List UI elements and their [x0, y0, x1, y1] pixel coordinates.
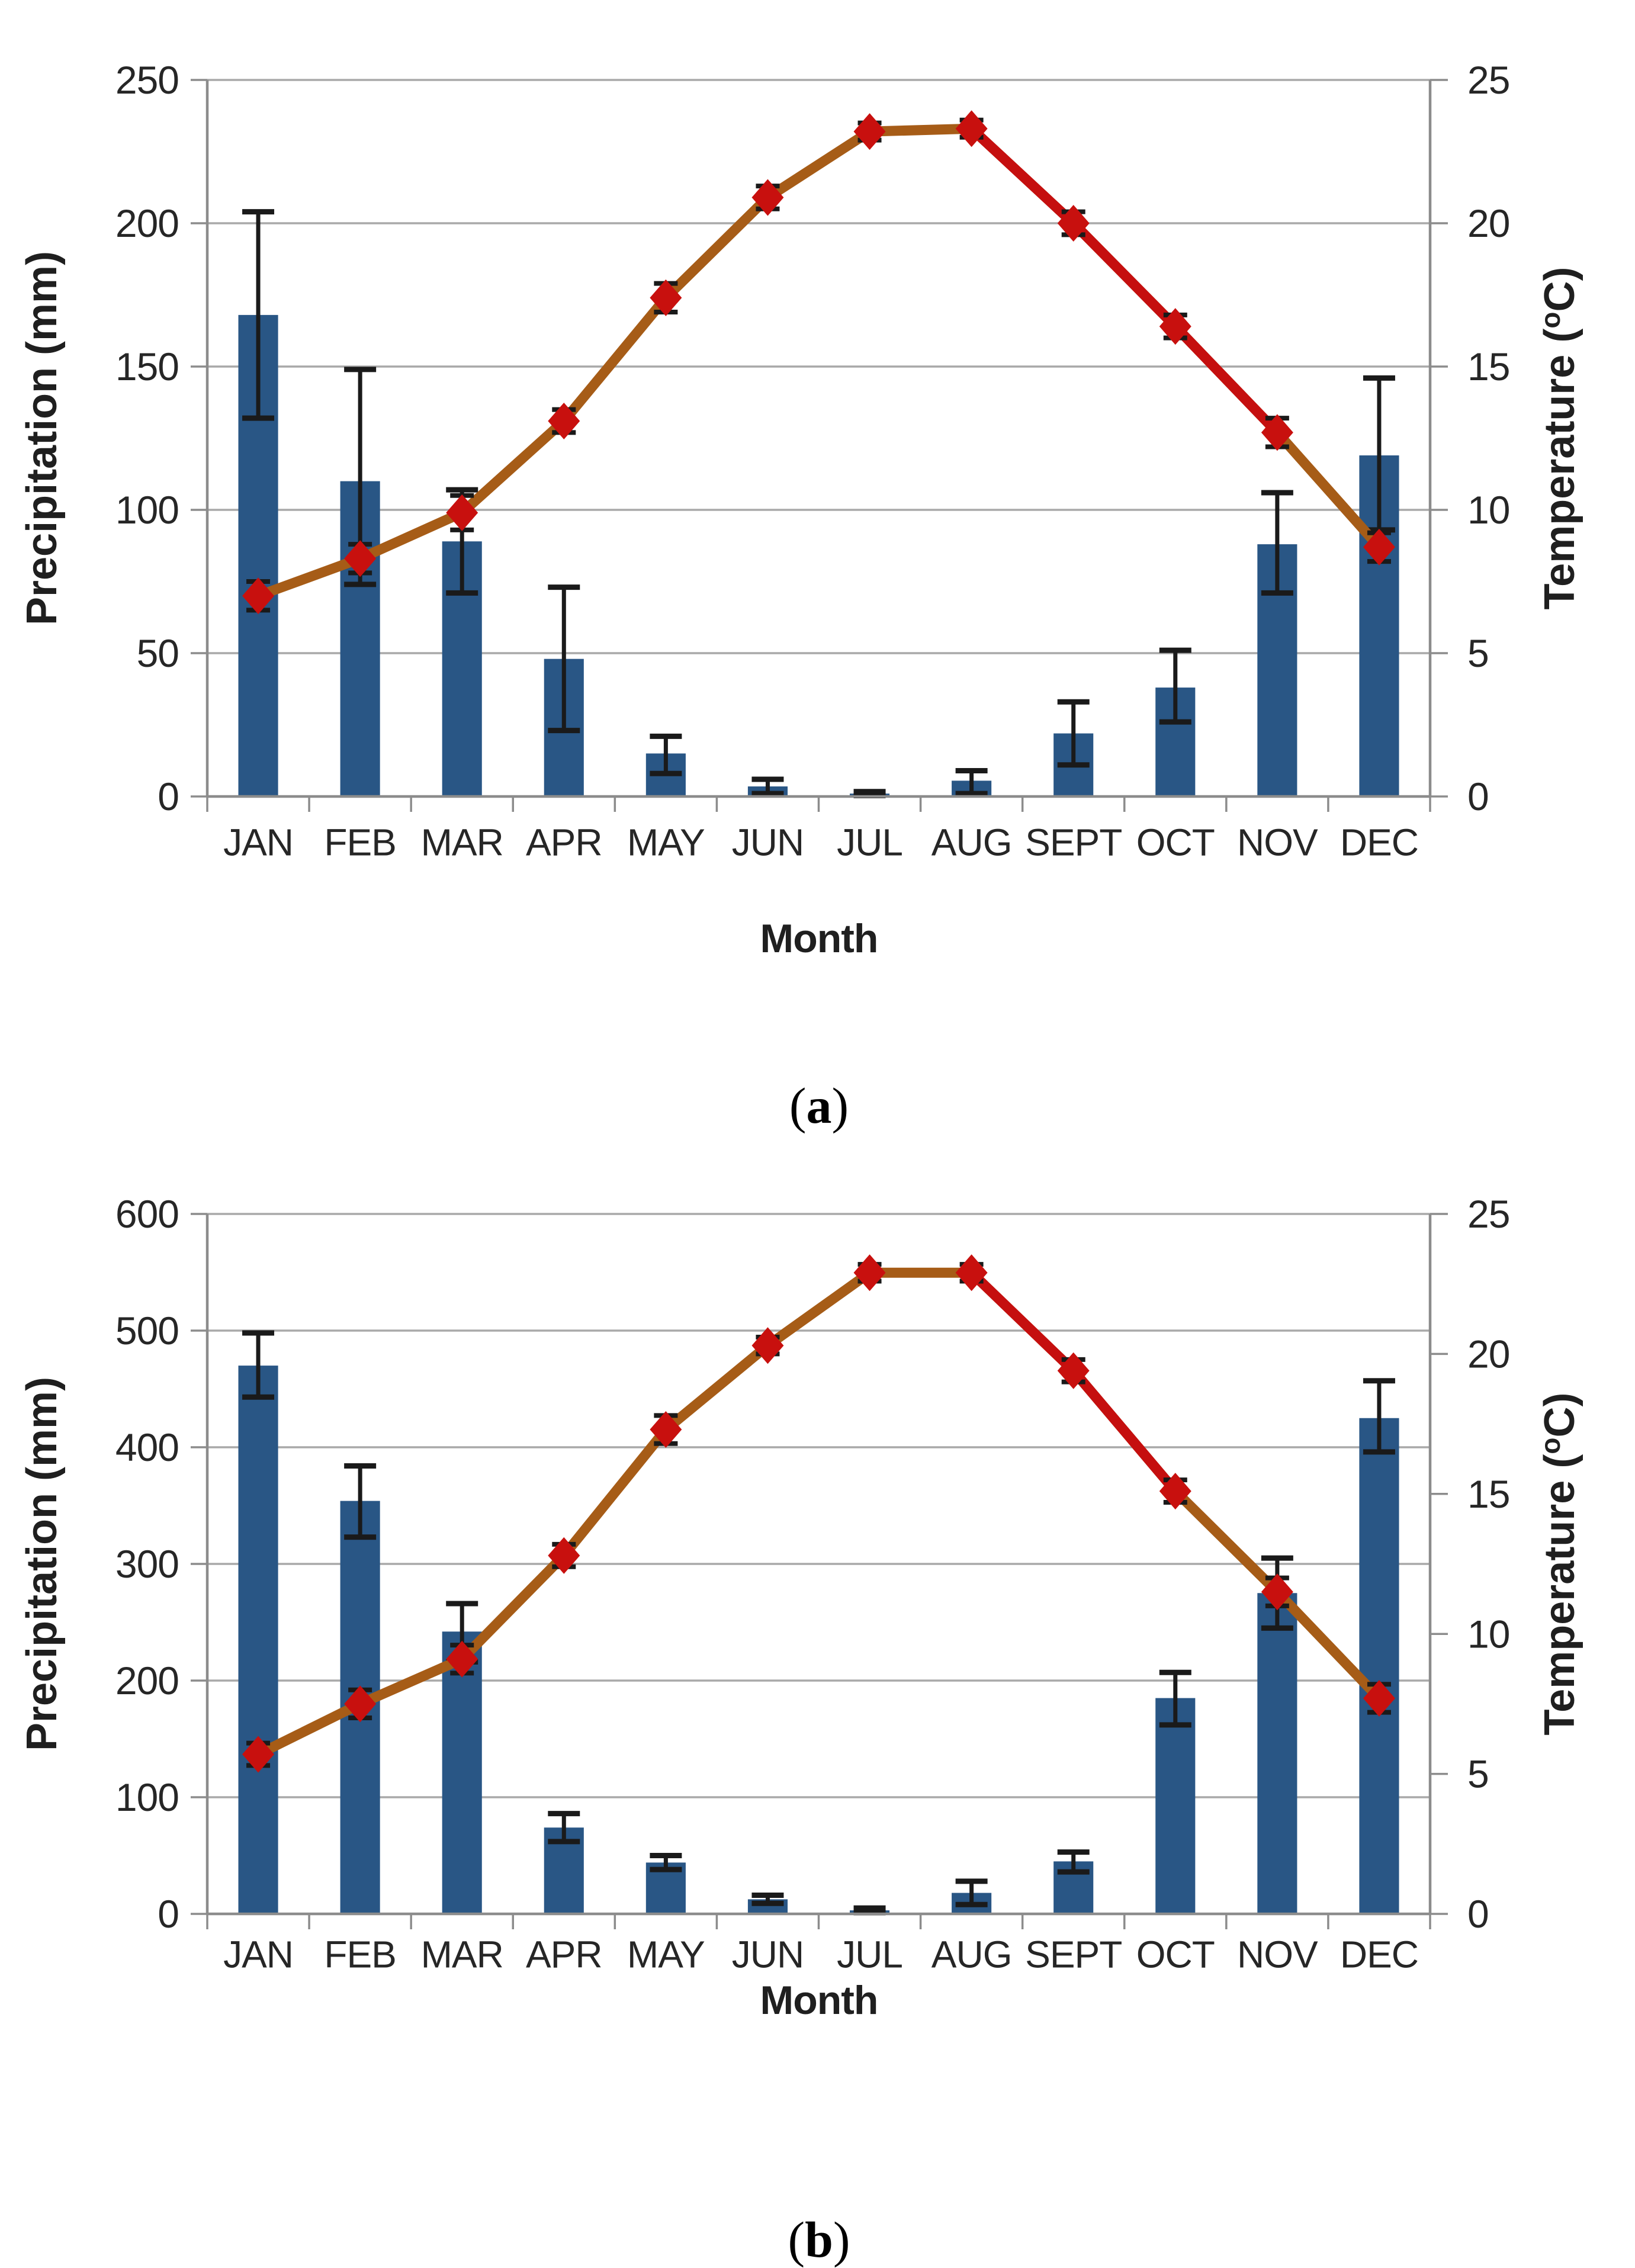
temp-marker-apr [548, 402, 580, 439]
y-left-tick-label: 300 [115, 1542, 179, 1586]
x-tick-label-aug: AUG [931, 821, 1012, 863]
x-tick-label-nov: NOV [1237, 821, 1318, 863]
y-right-tick-label: 20 [1467, 201, 1509, 245]
y-left-tick-label: 200 [115, 1659, 179, 1702]
y-right-tick-label: 10 [1467, 488, 1509, 532]
x-tick-label-dec: DEC [1340, 1933, 1418, 1975]
x-tick-label-feb: FEB [324, 821, 396, 863]
temp-marker-nov [1261, 414, 1293, 451]
temp-marker-may [650, 1411, 682, 1448]
y-right-tick-label: 25 [1467, 1192, 1509, 1236]
panel-a-letter: a [806, 1077, 832, 1134]
temperature-line [253, 1267, 1385, 1760]
bar-oct [1155, 1698, 1196, 1914]
y-right-tick-label: 15 [1467, 345, 1509, 388]
x-tick-label-jan: JAN [223, 1933, 293, 1975]
x-tick-label-aug: AUG [931, 1933, 1012, 1975]
temp-marker-dec [1363, 1679, 1395, 1717]
y-left-tick-label: 50 [137, 631, 179, 675]
panel-a-open-paren: ( [789, 1077, 807, 1134]
y-left-tick-label: 600 [115, 1192, 179, 1236]
chart-a: 0 50 100 150 200 250 0 5 10 15 20 25 JAN FEB MAR APR MAY… [18, 58, 1583, 863]
temp-marker-nov [1261, 1573, 1293, 1611]
x-tick-label-jul: JUL [837, 1933, 902, 1975]
panel-label-a: (a) [789, 1076, 849, 1135]
bar-jan [238, 1366, 278, 1914]
chart-b: 0 100 200 300 400 500 600 0 5 10 15 20 25 JAN FEB MAR AP… [18, 1192, 1583, 1975]
temp-marker-dec [1363, 528, 1395, 566]
x-tick-label-may: MAY [627, 1933, 705, 1975]
x-tick-label-dec: DEC [1340, 821, 1418, 863]
panel-b-letter: b [805, 2211, 833, 2268]
x-tick-label-may: MAY [627, 821, 705, 863]
y-right-tick-label: 0 [1467, 1892, 1489, 1936]
y-left-tick-label: 150 [115, 345, 179, 388]
bar-dec [1359, 1418, 1399, 1914]
bar-nov [1257, 1593, 1297, 1914]
x-tick-label-nov: NOV [1237, 1933, 1318, 1975]
y-right-tick-label: 15 [1467, 1472, 1509, 1516]
temp-marker-may [650, 279, 682, 316]
panel-label-b: (b) [788, 2210, 850, 2268]
y-left-axis-title: Precipitation (mm) [18, 1377, 66, 1751]
temp-marker-jul [853, 113, 886, 150]
temp-marker-jan [242, 1736, 275, 1773]
temp-marker-mar [446, 494, 478, 531]
x-tick-label-feb: FEB [324, 1933, 396, 1975]
y-left-tick-label: 200 [115, 201, 179, 245]
y-left-tick-label: 0 [158, 775, 179, 818]
panel-b-close-paren: ) [833, 2211, 850, 2268]
temp-marker-jun [751, 179, 784, 216]
temp-marker-apr [548, 1537, 580, 1574]
x-tick-label-sept: SEPT [1025, 821, 1122, 863]
y-left-tick-label: 400 [115, 1425, 179, 1469]
temp-marker-oct [1159, 1473, 1191, 1510]
temp-marker-sept [1057, 1352, 1090, 1389]
x-axis-title-b: Month [760, 1978, 879, 2023]
x-tick-label-mar: MAR [421, 1933, 503, 1975]
x-tick-label-apr: APR [526, 821, 602, 863]
y-left-tick-label: 100 [115, 1775, 179, 1819]
x-tick-label-apr: APR [526, 1933, 602, 1975]
x-tick-label-oct: OCT [1136, 821, 1215, 863]
y-left-tick-label: 100 [115, 488, 179, 532]
temperature-line-descent [966, 123, 1283, 438]
temp-marker-jan [242, 577, 275, 615]
temp-marker-mar [446, 1640, 478, 1678]
x-tick-label-sept: SEPT [1025, 1933, 1122, 1975]
temp-marker-oct [1159, 308, 1191, 345]
temp-marker-jun [751, 1327, 784, 1364]
y-right-axis-title: Temperature (oC) [1535, 1393, 1583, 1736]
temp-marker-feb [344, 540, 377, 577]
panel-b-open-paren: ( [788, 2211, 805, 2268]
x-tick-label-jul: JUL [837, 821, 902, 863]
temp-marker-sept [1057, 205, 1090, 242]
x-tick-label-mar: MAR [421, 821, 503, 863]
temp-marker-aug [955, 110, 988, 147]
y-right-tick-label: 5 [1467, 631, 1489, 675]
y-right-axis-title: Temperature (oC) [1535, 267, 1583, 610]
x-axis-title-a: Month [760, 916, 879, 961]
panel-a-close-paren: ) [831, 1077, 849, 1134]
temp-marker-feb [344, 1685, 377, 1723]
bar-mar [442, 1631, 482, 1914]
x-tick-label-jun: JUN [732, 1933, 804, 1975]
x-tick-label-oct: OCT [1136, 1933, 1215, 1975]
y-right-tick-label: 25 [1467, 58, 1509, 102]
y-left-tick-label: 500 [115, 1309, 179, 1353]
y-right-tick-label: 10 [1467, 1612, 1509, 1656]
x-tick-label-jan: JAN [223, 821, 293, 863]
y-right-tick-label: 20 [1467, 1332, 1509, 1376]
y-left-tick-label: 250 [115, 58, 179, 102]
y-left-axis-title: Precipitation (mm) [18, 251, 66, 625]
x-tick-label-jun: JUN [732, 821, 804, 863]
y-right-tick-label: 5 [1467, 1752, 1489, 1796]
y-right-tick-label: 0 [1467, 775, 1489, 818]
y-left-tick-label: 0 [158, 1892, 179, 1936]
temp-marker-jul [853, 1254, 886, 1292]
temp-marker-aug [955, 1254, 988, 1292]
